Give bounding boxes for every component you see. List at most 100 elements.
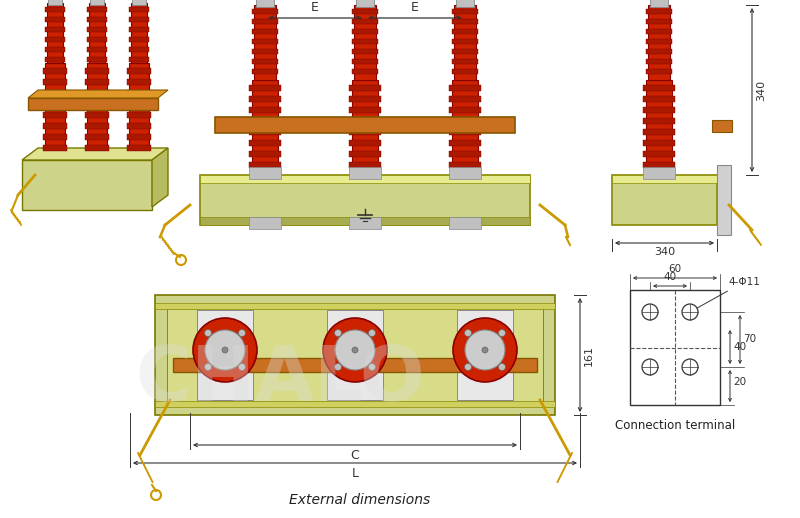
Bar (28, 98, 158, 110)
Bar (252, 59, 278, 64)
Bar (129, 17, 149, 22)
Bar (45, 47, 65, 52)
Bar (129, 27, 149, 32)
Circle shape (335, 330, 375, 370)
Text: External dimensions: External dimensions (290, 493, 430, 507)
Bar (349, 151, 381, 157)
Bar (452, 49, 478, 54)
Bar (643, 85, 675, 91)
Text: C: C (350, 449, 359, 462)
Bar (454, 5, 476, 80)
Bar (129, 37, 149, 42)
Circle shape (205, 330, 245, 370)
Bar (127, 101, 151, 107)
Bar (249, 107, 281, 113)
Circle shape (369, 364, 375, 370)
Bar (452, 19, 478, 24)
Bar (452, 29, 478, 34)
Bar (352, 19, 378, 24)
Bar (200, 217, 530, 225)
Bar (612, 175, 717, 225)
Bar (87, 17, 107, 22)
Bar (449, 107, 481, 113)
Bar (646, 49, 672, 54)
Bar (45, 17, 65, 22)
Bar (252, 29, 278, 34)
Bar (85, 112, 109, 118)
Bar (643, 118, 675, 124)
Bar (43, 134, 67, 140)
Bar (45, 63, 65, 148)
Bar (87, 27, 107, 32)
Bar (452, 59, 478, 64)
Bar (249, 118, 281, 124)
Bar (127, 68, 151, 74)
Bar (648, 5, 670, 80)
Bar (352, 69, 378, 74)
Bar (349, 162, 381, 168)
Bar (132, 0, 146, 5)
Bar (45, 37, 65, 42)
Circle shape (465, 329, 471, 337)
Bar (155, 401, 555, 407)
Bar (349, 167, 381, 179)
Bar (252, 19, 278, 24)
Bar (349, 217, 381, 229)
Bar (646, 9, 672, 14)
Bar (43, 123, 67, 129)
Bar (449, 129, 481, 135)
Bar (249, 167, 281, 179)
Circle shape (498, 364, 506, 370)
Bar (127, 134, 151, 140)
Bar (630, 290, 720, 405)
Bar (646, 80, 672, 175)
Bar (352, 39, 378, 44)
Bar (643, 167, 675, 179)
Circle shape (369, 329, 375, 337)
Bar (252, 49, 278, 54)
Bar (45, 7, 65, 12)
Bar (457, 310, 513, 400)
Circle shape (642, 359, 658, 375)
Bar (127, 112, 151, 118)
Bar (252, 39, 278, 44)
Bar (352, 29, 378, 34)
Bar (650, 0, 668, 7)
Bar (252, 69, 278, 74)
Bar (127, 123, 151, 129)
Bar (452, 69, 478, 74)
Bar (356, 0, 374, 7)
Circle shape (222, 347, 228, 353)
Bar (47, 3, 63, 63)
Bar (643, 96, 675, 102)
Bar (252, 9, 278, 14)
Bar (43, 79, 67, 85)
Bar (449, 167, 481, 179)
Bar (249, 151, 281, 157)
Bar (127, 79, 151, 85)
Bar (643, 107, 675, 113)
Bar (129, 57, 149, 62)
Bar (646, 29, 672, 34)
Bar (90, 0, 104, 5)
Bar (612, 175, 717, 183)
Bar (85, 145, 109, 151)
Circle shape (323, 318, 387, 382)
Circle shape (238, 329, 246, 337)
Bar (449, 96, 481, 102)
Circle shape (334, 364, 342, 370)
Text: CHALO: CHALO (135, 343, 425, 417)
Text: L: L (351, 467, 358, 480)
Text: E: E (411, 1, 419, 14)
Text: 340: 340 (756, 79, 766, 100)
Bar (45, 27, 65, 32)
Bar (254, 5, 276, 80)
Bar (85, 79, 109, 85)
Bar (352, 49, 378, 54)
Bar (643, 151, 675, 157)
Bar (452, 80, 478, 175)
Bar (646, 19, 672, 24)
Bar (449, 140, 481, 146)
Bar (643, 162, 675, 168)
Bar (43, 101, 67, 107)
